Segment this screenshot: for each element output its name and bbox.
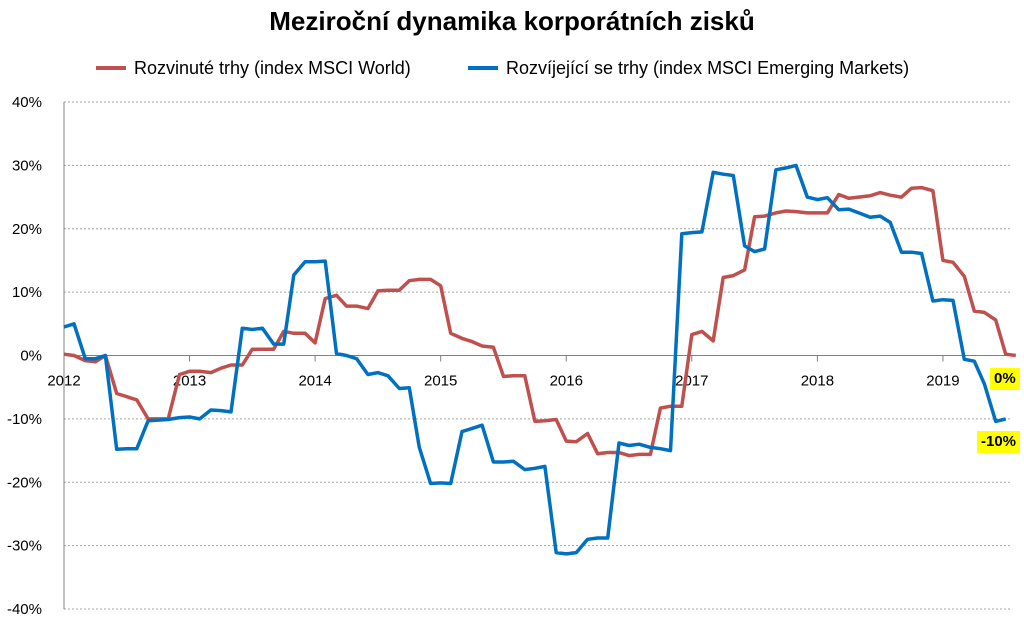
y-tick-label: 40% [12,94,42,111]
legend-swatch-developed-markets [96,66,126,70]
end-label-emerging-markets: -10% [977,430,1021,453]
legend-swatch-emerging-markets [468,66,498,70]
y-tick-label: -10% [7,411,42,428]
legend-label-developed-markets: Rozvinuté trhy (index MSCI World) [134,57,411,78]
chart-title: Meziroční dynamika korporátních zisků [269,6,755,36]
x-tick-label: 2012 [47,373,80,390]
legend-item-developed-markets: Rozvinuté trhy (index MSCI World) [96,56,411,80]
x-tick-label: 2014 [298,373,331,390]
end-label-developed-markets: 0% [990,367,1020,390]
y-tick-label: 10% [12,284,42,301]
x-tick-label: 2013 [173,373,206,390]
x-tick-label: 2015 [424,373,457,390]
legend-item-emerging-markets: Rozvíjející se trhy (index MSCI Emerging… [468,56,909,80]
legend-label-emerging-markets: Rozvíjející se trhy (index MSCI Emerging… [506,57,910,78]
y-tick-label: -30% [7,538,42,555]
y-tick-label: -40% [7,601,42,618]
legend: Rozvinuté trhy (index MSCI World) Rozvíj… [0,56,1024,80]
y-tick-label: 20% [12,221,42,238]
series-line-developed-markets [63,185,1017,458]
x-tick-label: 2018 [801,373,834,390]
y-tick-label: 30% [12,157,42,174]
y-tick-label: -20% [7,474,42,491]
x-tick-label: 2017 [675,373,708,390]
series-line-emerging-markets [63,163,1007,556]
x-tick-label: 2019 [926,373,959,390]
x-tick-label: 2016 [550,373,583,390]
y-tick-label: 0% [20,348,42,365]
